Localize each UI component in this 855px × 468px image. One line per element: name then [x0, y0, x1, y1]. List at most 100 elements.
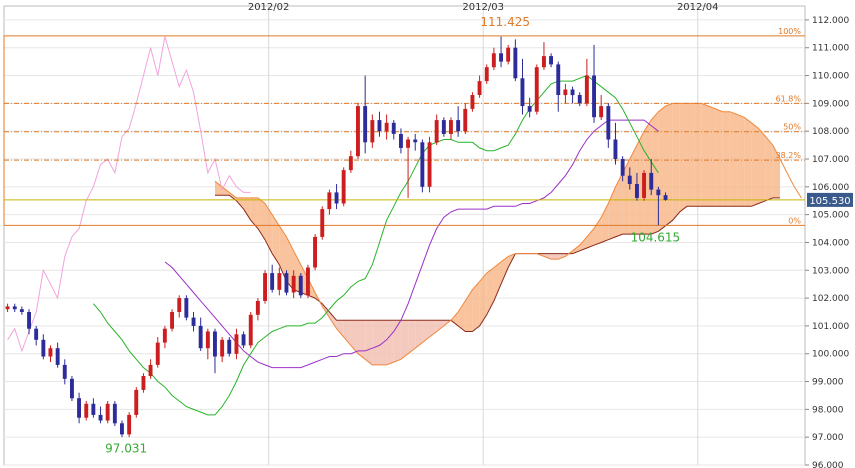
cloud-segment: [558, 253, 566, 260]
candle-body: [613, 139, 618, 159]
candle-body: [162, 328, 167, 343]
cloud-segment: [544, 253, 552, 260]
cloud-segment: [586, 228, 594, 248]
candle-body: [12, 306, 17, 310]
candle-body: [635, 184, 639, 198]
candle-body: [148, 364, 153, 376]
y-tick-label: 100.000: [812, 350, 849, 360]
fibonacci-levels: 100% 61.8% 50% 38.2% 0%: [3, 27, 805, 226]
cloud-segment: [758, 128, 766, 204]
ichimoku-lines: [7, 36, 802, 416]
candle-body: [91, 403, 96, 415]
candle-body: [306, 267, 310, 296]
candle-body: [213, 331, 217, 357]
candle-body: [441, 120, 446, 134]
cloud-segment: [501, 256, 509, 285]
candle-body: [499, 53, 503, 62]
candle-body: [506, 47, 511, 62]
candle-body: [542, 56, 546, 68]
candle-body: [327, 192, 332, 210]
y-tick-label: 108.000: [812, 127, 849, 137]
candle-body: [356, 106, 360, 157]
cloud-segment: [601, 203, 609, 243]
cloud-segment: [458, 300, 466, 332]
candle-body: [263, 273, 267, 301]
candle-body: [334, 192, 339, 204]
cloud-segment: [765, 136, 773, 201]
fib-level-label: 61.8%: [776, 94, 802, 103]
annotations: 111.425 104.615 97.031: [105, 15, 680, 455]
candle-body: [527, 106, 532, 112]
kijun-sen-line: [164, 119, 659, 369]
candle-body: [520, 78, 525, 107]
candle-body: [19, 309, 24, 312]
candle-body: [549, 56, 553, 65]
cloud-segment: [400, 320, 409, 360]
candle-body: [570, 89, 575, 96]
cloud-segment: [636, 131, 645, 235]
candle-body: [112, 403, 117, 424]
price-annotation: 104.615: [631, 230, 681, 244]
cloud-segment: [679, 103, 687, 212]
cloud-segment: [350, 320, 358, 354]
candle-body: [556, 64, 561, 95]
y-tick-label: 106.000: [812, 183, 849, 193]
cloud-segment: [665, 103, 673, 226]
cloud-segment: [715, 108, 723, 207]
candle-body: [470, 95, 475, 109]
y-tick-label: 109.000: [812, 99, 849, 109]
senkou-span-a-line: [214, 102, 802, 366]
candle-body: [120, 423, 124, 435]
candle-body: [98, 414, 103, 421]
price-axis: 112.000 111.000 110.000 109.000 108.000 107.0…: [805, 16, 853, 468]
chikou-span-line: [7, 36, 251, 353]
candle-body: [270, 273, 275, 290]
y-tick-label: 102.000: [812, 294, 849, 304]
candle-body: [141, 376, 146, 390]
candle-body: [5, 306, 10, 310]
cloud-segment: [272, 214, 280, 265]
candle-body: [105, 403, 110, 421]
candle-body: [134, 389, 139, 415]
cloud-segment: [393, 320, 401, 363]
cloud-segment: [772, 145, 780, 198]
candle-body: [363, 106, 368, 143]
candle-body: [413, 139, 418, 143]
cloud-segment: [644, 120, 652, 235]
cloud-segment: [365, 320, 373, 365]
cloud-segment: [215, 181, 223, 196]
x-tick-label: 2012/03: [462, 2, 504, 13]
candle-body: [420, 142, 425, 187]
candle-body: [298, 275, 303, 296]
candle-body: [277, 273, 282, 290]
cloud-segment: [415, 320, 423, 349]
candle-body: [291, 275, 296, 293]
y-tick-label: 98.000: [812, 405, 844, 415]
candle-body: [656, 189, 661, 196]
cloud-segment: [629, 145, 637, 235]
candle-body: [563, 89, 568, 96]
candle-body: [642, 172, 646, 198]
cloud-segment: [751, 122, 759, 207]
candle-body: [34, 328, 39, 340]
cloud-segment: [729, 111, 738, 207]
y-tick-label: 96.000: [812, 461, 844, 468]
cloud-segment: [229, 192, 237, 201]
cloud-segment: [615, 172, 623, 237]
y-tick-label: 103.000: [812, 266, 849, 276]
x-tick-label: 2012/04: [677, 2, 719, 13]
candle-body: [599, 106, 604, 118]
cloud-segment: [358, 320, 366, 360]
candle-body: [406, 139, 410, 148]
candle-body: [41, 339, 46, 357]
cloud-segment: [279, 225, 287, 282]
candle-body: [234, 334, 239, 354]
candle-body: [627, 175, 632, 184]
candle-body: [248, 314, 253, 346]
candle-body: [155, 342, 160, 365]
candle-body: [84, 403, 89, 418]
cloud-segment: [672, 103, 680, 221]
candle-body: [241, 334, 246, 346]
candle-body: [62, 364, 67, 379]
cloud-segment: [486, 267, 494, 315]
